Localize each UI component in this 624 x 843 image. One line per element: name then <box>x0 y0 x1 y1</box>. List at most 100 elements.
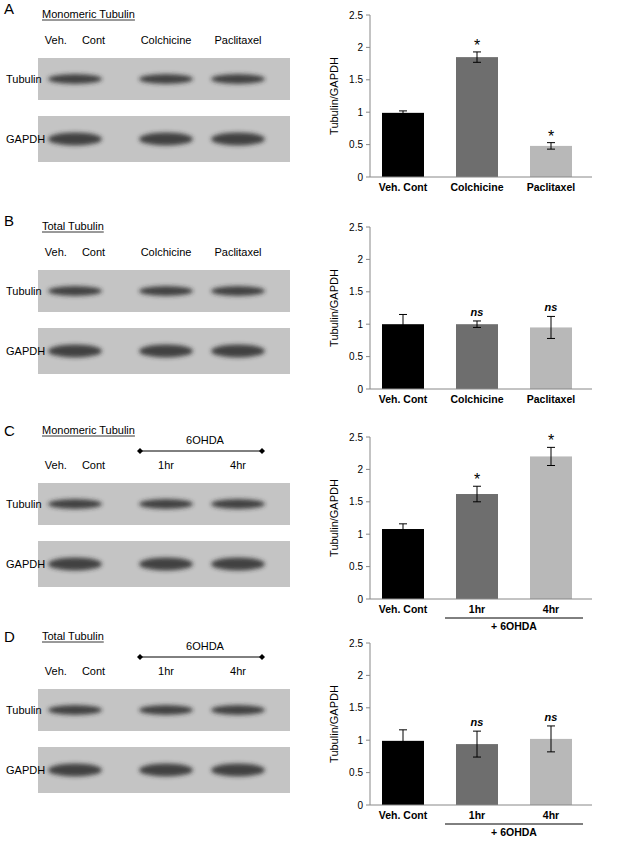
error-line <box>477 731 478 757</box>
error-cap <box>399 751 407 752</box>
blot-band <box>48 133 102 146</box>
y-axis-label: Tubulin/GAPDH <box>328 479 340 557</box>
error-line <box>477 321 478 327</box>
blot-strip <box>38 116 290 162</box>
y-tick-label: 1 <box>357 319 363 330</box>
error-bar <box>399 314 407 333</box>
y-tick-label: 1.5 <box>349 496 363 507</box>
bracket-end <box>137 654 143 660</box>
y-tick-label: 1.5 <box>349 286 363 297</box>
x-axis <box>370 599 592 600</box>
x-tick-label: Veh. Cont <box>379 393 428 405</box>
y-axis <box>370 643 371 805</box>
blot-band <box>48 499 102 509</box>
y-tick-label: 0 <box>357 384 363 395</box>
lane-label: Veh. Cont <box>45 34 105 46</box>
y-tick-label: 2 <box>357 464 363 475</box>
error-line <box>477 486 478 502</box>
bars <box>382 52 572 177</box>
error-cap <box>399 333 407 334</box>
error-cap <box>547 338 555 339</box>
y-tick <box>366 675 370 676</box>
title-underline <box>42 642 104 643</box>
blot-band <box>48 558 102 571</box>
y-tick <box>366 501 370 502</box>
significance-label: * <box>474 471 480 488</box>
lane-label: 4hr <box>230 665 246 677</box>
bracket-end <box>137 448 143 454</box>
blot-band <box>211 764 265 777</box>
blot-title: Total Tubulin <box>42 220 104 232</box>
y-tick-label: 2 <box>357 670 363 681</box>
blot-band <box>139 705 193 715</box>
error-cap <box>399 523 407 524</box>
blot-band <box>139 74 193 84</box>
x-tick-label: Colchicine <box>450 393 503 405</box>
blot-band <box>48 705 102 715</box>
blot-band <box>139 286 193 296</box>
panel: DTotal Tubulin6OHDAVeh. Cont1hr4hrTubuli… <box>4 628 592 838</box>
x-tick-label: 1hr <box>469 809 485 821</box>
error-bar <box>473 321 481 327</box>
y-tick-label: 0.5 <box>349 561 363 572</box>
bar <box>382 324 424 389</box>
y-tick <box>366 389 370 390</box>
group-line <box>445 824 583 825</box>
y-tick-label: 2 <box>357 254 363 265</box>
error-cap <box>547 725 555 726</box>
blot-band <box>211 74 265 84</box>
error-cap <box>399 729 407 730</box>
error-cap <box>473 757 481 758</box>
blot-band <box>211 558 265 571</box>
panel-label: D <box>4 628 15 645</box>
error-line <box>403 524 404 534</box>
y-axis <box>370 227 371 389</box>
bars <box>382 726 572 805</box>
bracket-end <box>259 448 265 454</box>
blot-title: Total Tubulin <box>42 630 104 642</box>
y-tick-label: 1.5 <box>349 702 363 713</box>
y-tick-label: 2.5 <box>349 638 363 649</box>
blot-band <box>139 558 193 571</box>
y-tick <box>366 740 370 741</box>
y-tick <box>366 227 370 228</box>
blot-band <box>48 764 102 777</box>
blot-strip <box>38 58 290 100</box>
group-label: + 6OHDA <box>491 826 537 838</box>
blot-band <box>211 286 265 296</box>
y-axis <box>370 437 371 599</box>
error-cap <box>399 534 407 535</box>
y-tick <box>366 566 370 567</box>
lane-label: 1hr <box>158 665 174 677</box>
blot-title: Monomeric Tubulin <box>42 424 135 436</box>
error-bar <box>399 730 407 752</box>
blot-row-label: Tubulin <box>6 704 42 716</box>
bar <box>382 529 424 599</box>
blot-band <box>139 764 193 777</box>
error-bar <box>399 524 407 534</box>
blot-band <box>211 499 265 509</box>
y-tick <box>366 643 370 644</box>
title-underline <box>42 20 135 21</box>
y-tick <box>366 47 370 48</box>
y-tick-label: 0.5 <box>349 351 363 362</box>
y-tick-label: 2 <box>357 42 363 53</box>
y-tick <box>366 144 370 145</box>
error-bar <box>547 316 555 338</box>
y-tick-label: 0 <box>357 594 363 605</box>
y-tick-label: 0 <box>357 172 363 183</box>
blot-strip <box>38 541 290 587</box>
y-axis-label: Tubulin/GAPDH <box>328 57 340 135</box>
significance-label: * <box>474 37 480 54</box>
y-tick-label: 1.5 <box>349 74 363 85</box>
y-tick-label: 2.5 <box>349 432 363 443</box>
blot-band <box>139 499 193 509</box>
blot-strip <box>38 270 290 312</box>
error-cap <box>473 320 481 321</box>
group-bracket <box>140 451 262 452</box>
bar <box>456 57 498 177</box>
x-axis <box>370 805 592 806</box>
y-tick <box>366 805 370 806</box>
y-tick-label: 0 <box>357 800 363 811</box>
bar <box>530 456 572 599</box>
